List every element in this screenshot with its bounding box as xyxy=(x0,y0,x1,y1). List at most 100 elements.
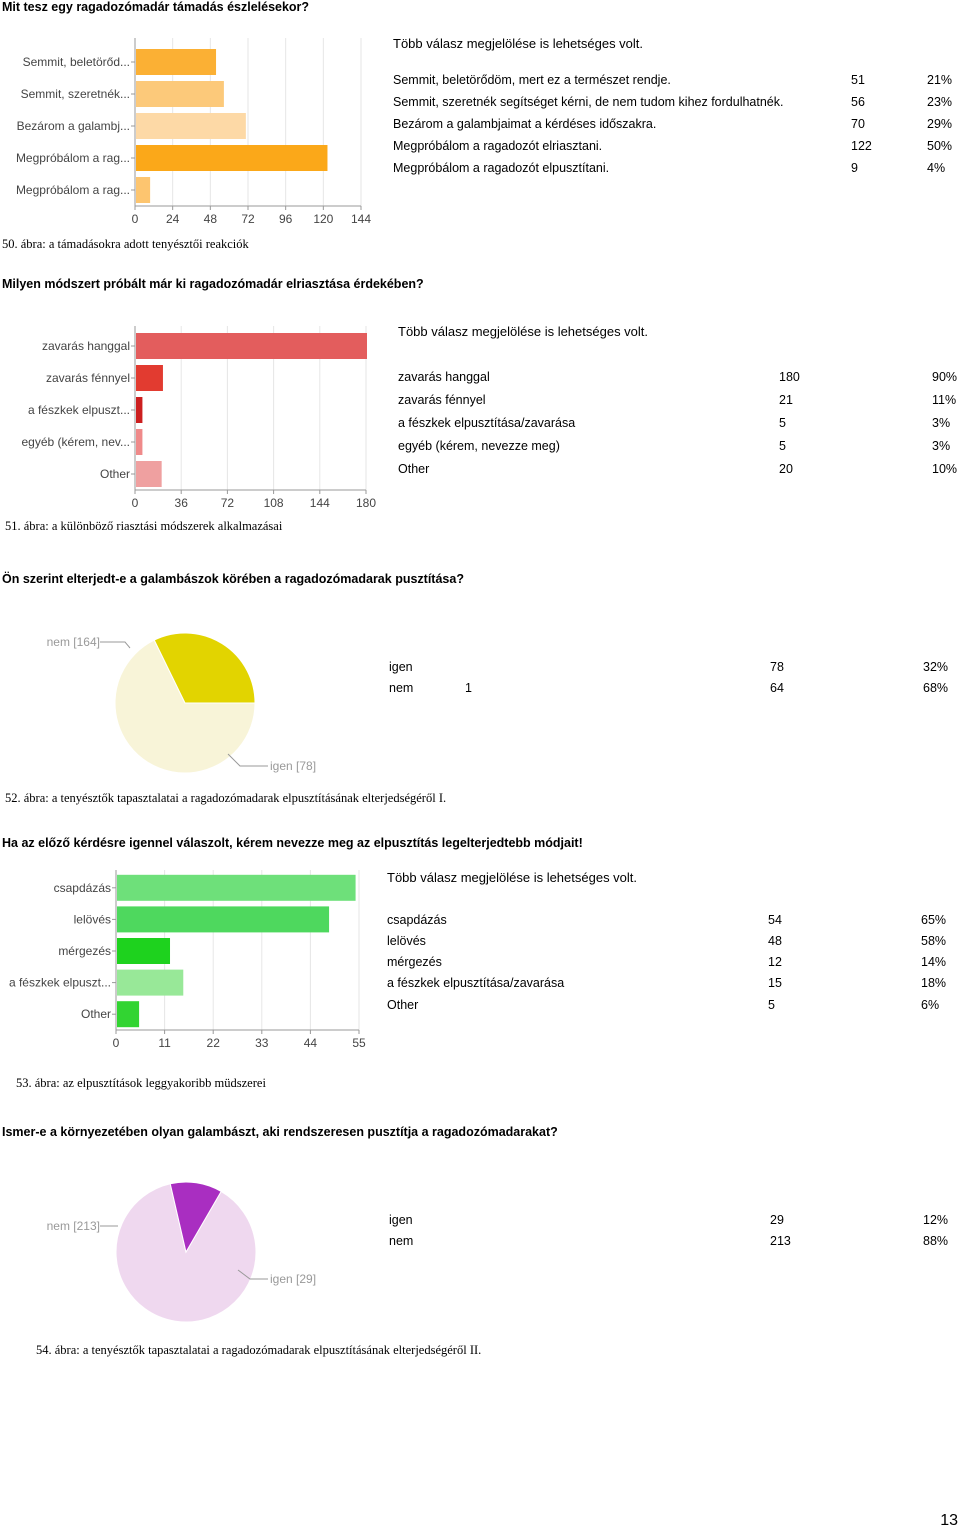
multi-answer-note-4: Több válasz megjelölése is lehetséges vo… xyxy=(387,870,638,885)
response-percent: 4% xyxy=(927,161,946,175)
response-extra: 1 xyxy=(465,681,472,695)
category-label: zavarás hanggal xyxy=(42,339,130,353)
response-label: Bezárom a galambjaimat a kérdéses idősza… xyxy=(393,117,657,131)
response-count: 64 xyxy=(770,681,784,695)
category-label: Semmit, szeretnék... xyxy=(21,87,130,101)
response-percent: 29% xyxy=(927,117,953,131)
pie-label: nem [213] xyxy=(47,1219,100,1233)
bar-chart-killing-methods: 0 11 22 33 44 55 csapdázás lelövés mérgezés a fés… xyxy=(9,870,366,1050)
bar xyxy=(136,177,151,203)
response-percent: 23% xyxy=(927,95,953,109)
category-label: Semmit, beletörőd... xyxy=(23,55,130,69)
response-label: zavarás hanggal xyxy=(398,370,490,384)
figure-caption-50: 50. ábra: a támadásokra adott tenyésztői… xyxy=(2,237,249,251)
response-count: 122 xyxy=(851,139,872,153)
response-label: Megpróbálom a ragadozót elriasztani. xyxy=(393,139,603,153)
x-tick-label: 0 xyxy=(132,496,139,510)
response-percent: 18% xyxy=(921,976,947,990)
response-label: nem xyxy=(389,1234,414,1248)
response-percent: 90% xyxy=(932,370,958,384)
response-label: nem xyxy=(389,681,414,695)
response-percent: 11% xyxy=(932,393,957,407)
x-tick-label: 44 xyxy=(304,1036,318,1050)
x-tick-label: 24 xyxy=(166,212,180,226)
response-count: 21 xyxy=(779,393,793,407)
response-percent: 65% xyxy=(921,913,947,927)
response-label: Semmit, beletörődöm, mert ez a természet… xyxy=(393,73,671,87)
category-label: zavarás fénnyel xyxy=(46,371,130,385)
category-label: lelövés xyxy=(74,912,111,926)
x-tick-label: 0 xyxy=(132,212,139,226)
response-percent: 58% xyxy=(921,934,947,948)
bar-chart-scaring-methods: 0 36 72 108 144 180 zavarás hanggal zavarás fén… xyxy=(22,326,376,510)
response-percent: 6% xyxy=(921,998,940,1012)
x-tick-label: 72 xyxy=(221,496,235,510)
x-tick-label: 72 xyxy=(241,212,255,226)
question-3: Ön szerint elterjedt-e a galambászok kör… xyxy=(2,572,464,586)
bar xyxy=(136,365,163,391)
bar-chart-reactions: 0 24 48 72 96 120 144 Semmit, beletörőd... Semmi… xyxy=(16,38,371,226)
response-count: 9 xyxy=(851,161,858,175)
x-tick-label: 108 xyxy=(264,496,284,510)
figure-caption-51: 51. ábra: a különböző riasztási módszere… xyxy=(5,519,283,533)
response-count: 70 xyxy=(851,117,865,131)
category-label: Bezárom a galambj... xyxy=(17,119,130,133)
x-tick-label: 0 xyxy=(113,1036,120,1050)
response-count: 15 xyxy=(768,976,782,990)
response-percent: 3% xyxy=(932,439,951,453)
response-percent: 88% xyxy=(923,1234,949,1248)
bar xyxy=(117,1001,140,1028)
response-count: 29 xyxy=(770,1213,784,1227)
page-number: 13 xyxy=(940,1512,958,1529)
response-label: Semmit, szeretnék segítséget kérni, de n… xyxy=(393,95,784,109)
response-label: a fészkek elpusztítása/zavarása xyxy=(398,416,576,430)
question-2: Milyen módszert próbált már ki ragadozóm… xyxy=(2,277,424,291)
x-tick-label: 96 xyxy=(279,212,293,226)
response-label: csapdázás xyxy=(387,913,447,927)
response-count: 54 xyxy=(768,913,782,927)
bar xyxy=(117,874,356,901)
bar xyxy=(136,429,143,455)
response-label: Other xyxy=(398,462,430,476)
bar xyxy=(117,938,171,964)
response-count: 78 xyxy=(770,660,784,674)
response-percent: 68% xyxy=(923,681,949,695)
response-count: 5 xyxy=(779,439,786,453)
pie-slice xyxy=(153,632,256,704)
response-label: mérgezés xyxy=(387,955,442,969)
x-tick-label: 11 xyxy=(158,1036,171,1050)
x-tick-label: 55 xyxy=(352,1036,366,1050)
pie-chart-spread-2: nem [213] igen [29] xyxy=(47,1181,316,1323)
callout-line xyxy=(100,641,131,649)
response-percent: 32% xyxy=(923,660,949,674)
figure-caption-52: 52. ábra: a tenyésztők tapasztalatai a r… xyxy=(5,791,447,805)
response-percent: 3% xyxy=(932,416,951,430)
response-percent: 12% xyxy=(923,1213,949,1227)
category-label: a fészkek elpuszt... xyxy=(28,403,130,417)
category-label: Other xyxy=(81,1007,111,1021)
response-count: 5 xyxy=(768,998,775,1012)
response-label: Megpróbálom a ragadozót elpusztítani. xyxy=(393,161,610,175)
response-count: 48 xyxy=(768,934,782,948)
pie-chart-spread-1: nem [164] igen [78] xyxy=(47,632,316,774)
question-1: Mit tesz egy ragadozómadár támadás észle… xyxy=(2,0,310,14)
bar xyxy=(136,81,224,107)
response-label: zavarás fénnyel xyxy=(398,393,486,407)
pie-label: nem [164] xyxy=(47,635,100,649)
x-tick-label: 144 xyxy=(351,212,371,226)
bar xyxy=(136,113,246,139)
pie-slice xyxy=(169,1181,222,1254)
response-percent: 10% xyxy=(932,462,958,476)
callout-line xyxy=(237,1269,268,1280)
response-label: Other xyxy=(387,998,419,1012)
x-tick-label: 120 xyxy=(313,212,333,226)
bar xyxy=(136,461,162,487)
question-5: Ismer-e a környezetében olyan galambászt… xyxy=(2,1125,558,1139)
bar xyxy=(136,333,367,359)
response-label: igen xyxy=(389,660,413,674)
pie-label: igen [78] xyxy=(270,759,316,773)
response-count: 20 xyxy=(779,462,793,476)
figure-caption-53: 53. ábra: az elpusztítások leggyakoribb … xyxy=(16,1076,266,1090)
bar xyxy=(136,145,328,171)
multi-answer-note-2: Több válasz megjelölése is lehetséges vo… xyxy=(398,324,649,339)
